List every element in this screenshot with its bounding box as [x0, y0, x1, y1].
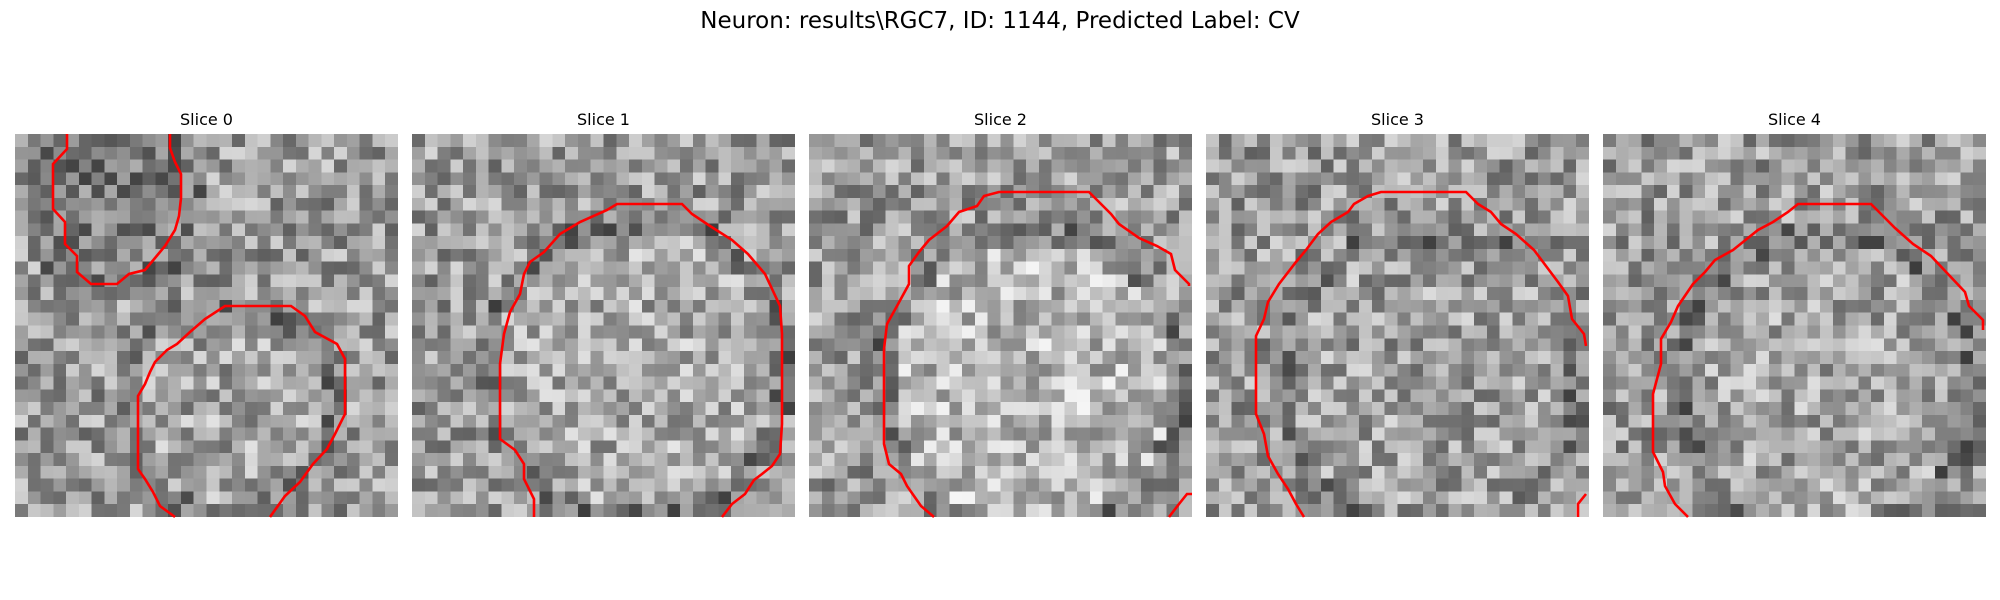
contour-overlay — [1603, 134, 1986, 517]
slice-image-0 — [15, 134, 398, 517]
slice-panel-1: Slice 1 — [412, 110, 795, 526]
slice-image-2 — [809, 134, 1192, 517]
contour-line — [1653, 204, 1983, 517]
contour-overlay — [809, 134, 1192, 517]
slice-title-1: Slice 1 — [412, 110, 795, 130]
slice-image-4 — [1603, 134, 1986, 517]
contour-line — [884, 192, 1189, 517]
slice-panel-0: Slice 0 — [15, 110, 398, 526]
contour-line — [1256, 192, 1586, 517]
contour-overlay — [1206, 134, 1589, 517]
slice-title-0: Slice 0 — [15, 110, 398, 130]
contour-line — [1578, 494, 1586, 517]
contour-line — [1169, 494, 1192, 517]
slice-panel-4: Slice 4 — [1603, 110, 1986, 526]
slice-panel-3: Slice 3 — [1206, 110, 1589, 526]
contour-line — [53, 134, 181, 284]
slice-title-4: Slice 4 — [1603, 110, 1986, 130]
slice-title-2: Slice 2 — [809, 110, 1192, 130]
slice-panel-2: Slice 2 — [809, 110, 1192, 526]
slice-title-3: Slice 3 — [1206, 110, 1589, 130]
figure-title: Neuron: results\RGC7, ID: 1144, Predicte… — [0, 8, 2000, 34]
contour-overlay — [15, 134, 398, 517]
contour-overlay — [412, 134, 795, 517]
slice-image-3 — [1206, 134, 1589, 517]
slice-image-1 — [412, 134, 795, 517]
contour-line — [500, 204, 782, 517]
contour-line — [138, 306, 345, 517]
